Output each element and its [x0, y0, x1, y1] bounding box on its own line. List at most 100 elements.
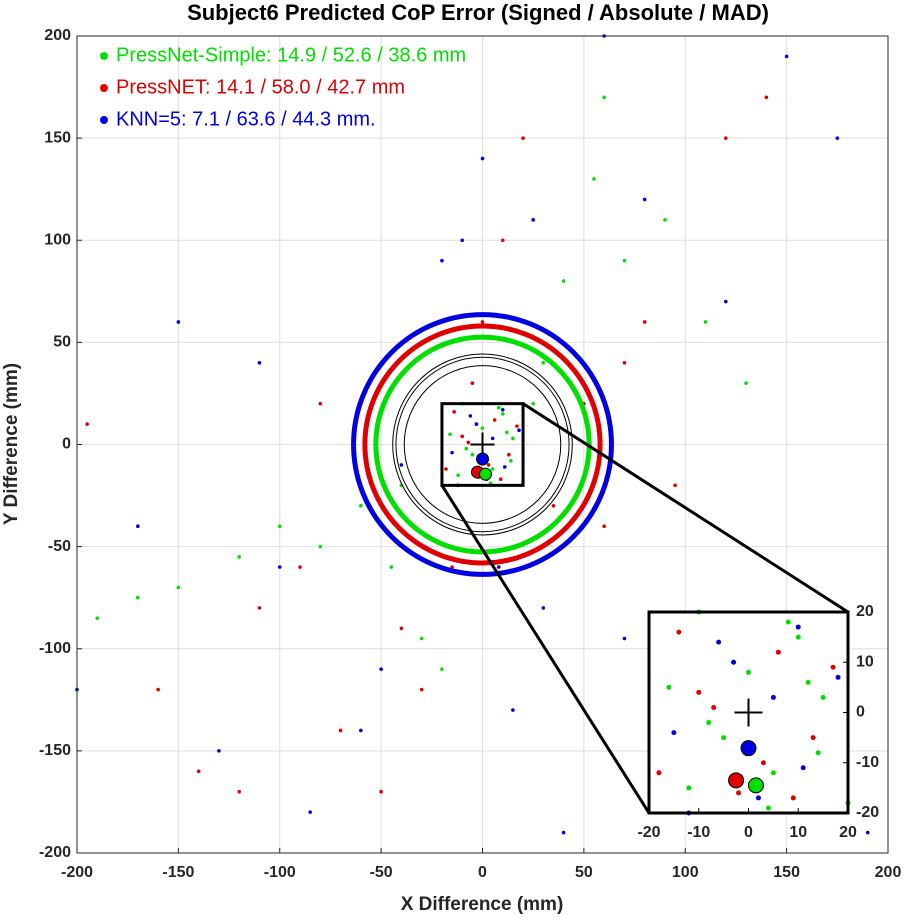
data-point: [500, 238, 505, 243]
axes-box: [76, 35, 889, 854]
inset-data-point: [656, 770, 662, 776]
inset-data-point: [736, 790, 742, 796]
data-point: [490, 467, 495, 471]
data-point: [257, 361, 262, 365]
data-point: [298, 565, 302, 569]
data-point: [444, 467, 448, 471]
legend-label: PressNET: 14.1 / 58.0 / 42.7 mm: [116, 76, 405, 98]
y-tick-label: -150: [39, 742, 71, 759]
mad-circle: [392, 353, 573, 536]
data-point: [517, 428, 521, 433]
x-axis-label: X Difference (mm): [401, 894, 564, 915]
legend-marker: [100, 84, 108, 92]
data-point: [592, 177, 596, 181]
data-point: [511, 436, 515, 441]
data-point: [531, 401, 535, 406]
data-point: [379, 789, 383, 794]
data-point: [359, 503, 363, 508]
data-point: [744, 381, 748, 386]
data-point: [338, 728, 343, 733]
inset-data-point: [686, 785, 692, 791]
data-point: [509, 459, 513, 463]
inset-data-point: [785, 619, 791, 625]
x-tick-label: -100: [264, 864, 296, 881]
zoom-connector: [522, 402, 849, 614]
data-point: [318, 401, 323, 406]
y-tick-label: -100: [39, 640, 71, 657]
data-point: [419, 687, 424, 692]
zoom-connector: [440, 484, 651, 814]
data-point: [521, 136, 525, 140]
data-point: [622, 361, 627, 365]
y-axis-label: Y Difference (mm): [1, 363, 22, 525]
inset-data-point: [800, 765, 806, 771]
data-point: [95, 616, 100, 620]
data-point: [492, 418, 497, 422]
data-point: [500, 412, 505, 416]
inset-data-point: [746, 669, 751, 675]
data-point: [379, 667, 383, 671]
mean-marker: [479, 467, 493, 481]
mad-circle: [403, 365, 562, 524]
chart-title: Subject6 Predicted CoP Error (Signed / A…: [187, 0, 769, 25]
data-point: [257, 606, 262, 610]
data-point: [496, 565, 501, 569]
absolute-circle: [351, 312, 614, 577]
x-tick-label: 0: [478, 864, 487, 881]
data-point: [784, 54, 789, 59]
x-tick-label: 100: [672, 864, 699, 881]
data-point: [835, 136, 840, 140]
inset-x-tick-label: -20: [637, 824, 660, 841]
data-point: [399, 626, 404, 631]
data-point: [602, 524, 606, 528]
inset-data-point: [815, 750, 821, 756]
data-point: [551, 503, 556, 508]
data-point: [703, 320, 708, 324]
mean-marker: [476, 452, 489, 466]
x-tick-label: -150: [162, 864, 194, 881]
inset-data-point: [830, 664, 836, 670]
inset-data-point: [835, 674, 841, 680]
inset-origin-cross: [734, 698, 763, 727]
inset-data-point: [795, 624, 801, 630]
data-point: [308, 810, 312, 814]
data-point: [764, 95, 769, 100]
data-point: [503, 465, 507, 469]
data-point: [237, 789, 241, 794]
x-tick-label: -200: [61, 864, 93, 881]
data-point: [470, 452, 475, 457]
data-point: [515, 424, 519, 428]
inset-data-point: [716, 639, 722, 645]
data-point: [724, 136, 728, 140]
data-point: [561, 830, 566, 835]
data-point: [505, 430, 509, 435]
data-point: [480, 426, 485, 430]
inset-data-point: [706, 720, 712, 726]
y-tick-label: 150: [44, 129, 71, 146]
data-point: [448, 432, 452, 437]
absolute-circle: [362, 323, 603, 566]
inset-mean-marker: [747, 777, 764, 794]
data-point: [490, 436, 495, 441]
data-point: [440, 258, 444, 263]
data-point: [277, 565, 282, 569]
data-point: [450, 565, 454, 569]
data-point: [452, 410, 456, 414]
data-point: [865, 830, 870, 835]
inset-data-point: [760, 760, 766, 766]
inset-y-tick-label: -20: [856, 804, 879, 821]
data-point: [673, 483, 677, 488]
data-point: [217, 749, 221, 753]
inset-y-tick-label: 20: [856, 603, 874, 620]
x-tick-label: 50: [575, 864, 593, 881]
inset-data-point: [666, 684, 672, 690]
data-point: [460, 434, 465, 439]
y-tick-label: 50: [53, 334, 71, 351]
data-point: [419, 636, 424, 641]
data-point: [277, 524, 282, 528]
inset-x-tick-label: -10: [687, 824, 710, 841]
inset-data-point: [711, 704, 717, 710]
inset-data-point: [790, 795, 796, 801]
x-tick-label: 200: [875, 864, 902, 881]
data-point: [464, 446, 469, 451]
